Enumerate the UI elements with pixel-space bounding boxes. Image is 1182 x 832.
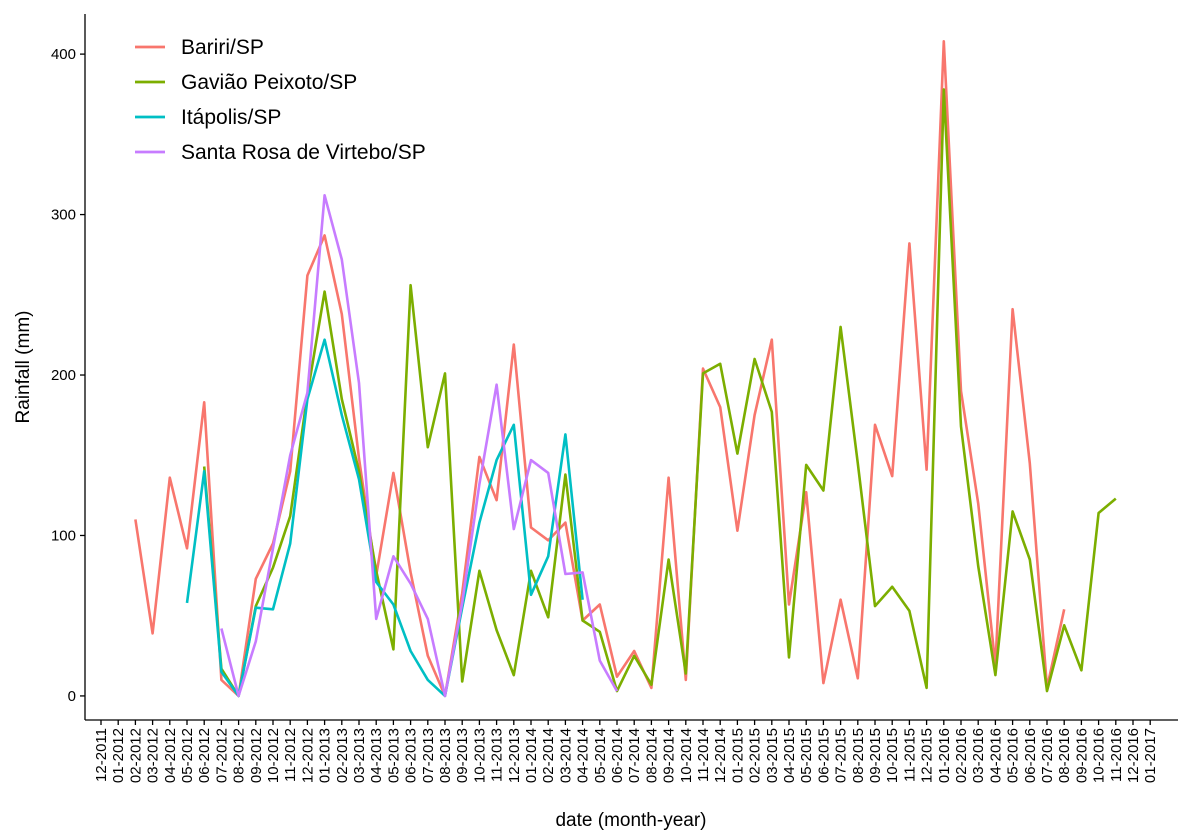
x-tick-label: 05-2013 bbox=[385, 728, 402, 783]
x-tick-label: 01-2013 bbox=[317, 728, 334, 783]
x-tick-label: 09-2012 bbox=[248, 728, 265, 783]
y-axis-title: Rainfall (mm) bbox=[13, 311, 34, 424]
legend: Bariri/SP Gavião Peixoto/SP Itápolis/SP San… bbox=[135, 36, 426, 164]
x-tick-label: 10-2015 bbox=[884, 728, 901, 783]
x-tick-label: 02-2014 bbox=[540, 728, 557, 783]
x-tick-label: 01-2016 bbox=[936, 728, 953, 783]
x-tick-label: 11-2012 bbox=[282, 728, 299, 782]
x-tick-label: 02-2016 bbox=[953, 728, 970, 783]
x-tick-label: 03-2015 bbox=[764, 728, 781, 783]
x-tick-label: 04-2015 bbox=[781, 728, 798, 783]
x-tick-label: 12-2014 bbox=[712, 728, 729, 783]
x-tick-label: 06-2015 bbox=[815, 728, 832, 783]
y-tick-label: 100 bbox=[51, 527, 76, 544]
x-tick-label: 12-2016 bbox=[1125, 728, 1142, 783]
series-line-2 bbox=[202, 88, 1117, 698]
y-tick-label: 400 bbox=[51, 46, 76, 63]
x-axis-ticks: 12-2011 01-2012 02-2012 03-2012 04-2012 05-20… bbox=[93, 720, 1159, 783]
y-axis-ticks: 0 100 200 300 400 bbox=[51, 46, 85, 705]
x-tick-label: 06-2016 bbox=[1022, 728, 1039, 783]
x-tick-label: 04-2014 bbox=[575, 728, 592, 783]
x-tick-label: 07-2012 bbox=[213, 728, 230, 783]
x-tick-label: 05-2012 bbox=[179, 728, 196, 783]
x-tick-label: 02-2012 bbox=[127, 728, 144, 783]
x-tick-label: 01-2015 bbox=[729, 728, 746, 783]
x-tick-label: 12-2013 bbox=[506, 728, 523, 783]
series-layer bbox=[134, 40, 1117, 698]
x-tick-label: 11-2015 bbox=[901, 728, 918, 782]
x-tick-label: 07-2015 bbox=[833, 728, 850, 783]
x-tick-label: 12-2011 bbox=[93, 728, 110, 782]
x-tick-label: 08-2014 bbox=[643, 728, 660, 783]
x-tick-label: 09-2013 bbox=[454, 728, 471, 783]
x-tick-label: 01-2012 bbox=[110, 728, 127, 783]
x-tick-label: 04-2016 bbox=[987, 728, 1004, 783]
x-tick-label: 11-2013 bbox=[489, 728, 506, 782]
legend-label-4: Santa Rosa de Virtebo/SP bbox=[181, 141, 426, 164]
x-tick-label: 02-2013 bbox=[334, 728, 351, 783]
x-tick-label: 06-2012 bbox=[196, 728, 213, 783]
legend-label-1: Bariri/SP bbox=[181, 36, 264, 59]
x-tick-label: 08-2015 bbox=[850, 728, 867, 783]
x-tick-label: 07-2013 bbox=[420, 728, 437, 783]
series-line-3 bbox=[185, 338, 584, 698]
x-tick-label: 06-2014 bbox=[609, 728, 626, 783]
x-tick-label: 07-2016 bbox=[1039, 728, 1056, 783]
x-tick-label: 10-2014 bbox=[678, 728, 695, 783]
x-tick-label: 03-2012 bbox=[145, 728, 162, 783]
series-line-4 bbox=[220, 194, 619, 698]
x-tick-label: 05-2014 bbox=[592, 728, 609, 783]
y-tick-label: 200 bbox=[51, 367, 76, 384]
x-tick-label: 12-2012 bbox=[299, 728, 316, 783]
x-tick-label: 09-2014 bbox=[661, 728, 678, 783]
x-tick-label: 12-2015 bbox=[919, 728, 936, 783]
x-tick-label: 08-2012 bbox=[231, 728, 248, 783]
x-tick-label: 07-2014 bbox=[626, 728, 643, 783]
x-tick-label: 04-2013 bbox=[368, 728, 385, 783]
x-tick-label: 10-2016 bbox=[1091, 728, 1108, 783]
x-tick-label: 05-2015 bbox=[798, 728, 815, 783]
legend-label-2: Gavião Peixoto/SP bbox=[181, 71, 357, 94]
x-axis-title: date (month-year) bbox=[555, 810, 706, 831]
x-tick-label: 01-2017 bbox=[1142, 728, 1159, 783]
x-tick-label: 06-2013 bbox=[403, 728, 420, 783]
x-tick-label: 09-2016 bbox=[1073, 728, 1090, 783]
x-tick-label: 11-2014 bbox=[695, 728, 712, 782]
x-tick-label: 01-2014 bbox=[523, 728, 540, 783]
legend-label-3: Itápolis/SP bbox=[181, 106, 281, 129]
x-tick-label: 10-2012 bbox=[265, 728, 282, 783]
x-tick-label: 10-2013 bbox=[471, 728, 488, 783]
x-tick-label: 08-2016 bbox=[1056, 728, 1073, 783]
x-tick-label: 03-2016 bbox=[970, 728, 987, 783]
x-tick-label: 11-2016 bbox=[1108, 728, 1125, 782]
x-tick-label: 09-2015 bbox=[867, 728, 884, 783]
x-tick-label: 08-2013 bbox=[437, 728, 454, 783]
x-tick-label: 04-2012 bbox=[162, 728, 179, 783]
y-tick-label: 300 bbox=[51, 207, 76, 224]
x-tick-label: 03-2014 bbox=[557, 728, 574, 783]
y-tick-label: 0 bbox=[68, 688, 76, 705]
x-tick-label: 02-2015 bbox=[747, 728, 764, 783]
x-tick-label: 05-2016 bbox=[1005, 728, 1022, 783]
x-tick-label: 03-2013 bbox=[351, 728, 368, 783]
series-line-1 bbox=[134, 40, 1066, 698]
